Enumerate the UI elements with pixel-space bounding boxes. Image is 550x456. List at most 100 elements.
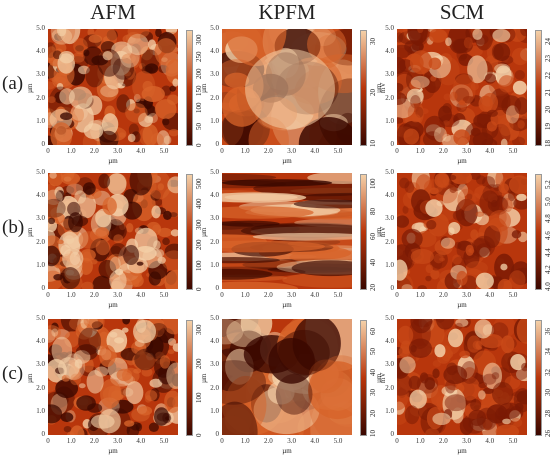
x-tick-label: 4.0	[485, 291, 495, 299]
colorbar	[186, 174, 193, 290]
colorbar-tick-label: 30	[369, 38, 377, 45]
colorbar-tick-label: 250	[195, 51, 203, 63]
y-tick-label: 4.0	[36, 47, 45, 56]
x-tick-label: 3.0	[113, 437, 122, 445]
image-panel-a-scm	[397, 29, 527, 145]
image-panel-b-afm	[48, 173, 178, 289]
x-tick-label: 2.0	[439, 147, 448, 155]
y-tick-label: 5.0	[385, 168, 394, 176]
x-axis-unit: µm	[457, 157, 467, 165]
image-panel-a-kpfm	[222, 29, 352, 145]
y-tick-label: 4.0	[210, 337, 219, 346]
y-tick-label: 1.0	[210, 260, 219, 269]
colorbar-tick-label: 0	[195, 287, 203, 292]
y-tick-label: 4.0	[385, 191, 394, 200]
x-tick-label: 5.0	[159, 437, 169, 445]
y-axis-unit: µm	[375, 83, 383, 93]
x-tick-label: 4.0	[136, 291, 146, 299]
row-label-a: (a)	[2, 73, 24, 94]
colorbar-tick-label: 20	[544, 106, 550, 113]
colorbar-tick-label: 4.4	[544, 248, 550, 257]
colorbar-tick-label: 500	[195, 178, 203, 190]
colorbar-tick-label: 400	[195, 198, 203, 210]
colorbar	[535, 320, 542, 436]
y-tick-label: 5.0	[385, 24, 394, 32]
y-tick-label: 2.0	[385, 237, 394, 246]
y-tick-label: 2.0	[210, 93, 219, 102]
x-tick-label: 1.0	[415, 291, 425, 299]
y-tick-label: 0	[390, 430, 395, 438]
y-tick-label: 2.0	[385, 93, 394, 102]
colorbar-tick-label: 100	[195, 260, 203, 271]
y-tick-label: 1.0	[385, 116, 394, 125]
x-tick-label: 0	[220, 291, 224, 299]
row-label-b: (b)	[2, 217, 25, 238]
x-axis-unit: µm	[108, 157, 118, 165]
y-tick-label: 1.0	[210, 116, 219, 125]
x-tick-label: 3.0	[287, 291, 296, 299]
x-tick-label: 0	[395, 291, 399, 299]
x-tick-label: 1.0	[240, 291, 250, 299]
x-axis-unit: µm	[457, 301, 467, 309]
colorbar-tick-label: 200	[195, 358, 203, 370]
x-tick-label: 4.0	[310, 437, 320, 445]
colorbar-tick-label: 200	[195, 68, 203, 80]
colorbar-tick-label: 28	[544, 409, 550, 417]
colorbar-tick-label: 60	[369, 328, 377, 335]
y-tick-label: 3.0	[210, 70, 219, 79]
y-tick-label: 5.0	[36, 24, 45, 32]
colorbar-tick-label: 80	[369, 207, 377, 215]
x-tick-label: 5.0	[333, 291, 343, 299]
colorbar-tick-label: 100	[195, 102, 203, 114]
x-tick-label: 1.0	[415, 437, 425, 445]
colorbar-tick-label: 20	[369, 409, 377, 417]
y-tick-label: 3.0	[385, 70, 394, 79]
colorbar	[535, 174, 542, 290]
x-tick-label: 3.0	[287, 147, 296, 155]
x-tick-label: 1.0	[66, 437, 76, 445]
colorbar-tick-label: 19	[544, 123, 550, 130]
colorbar-tick-label: 20	[369, 284, 377, 291]
x-tick-label: 2.0	[90, 291, 99, 299]
y-tick-label: 1.0	[385, 406, 394, 415]
x-tick-label: 0	[46, 147, 50, 155]
x-axis-unit: µm	[282, 447, 292, 455]
colorbar-tick-label: 50	[369, 348, 377, 356]
x-tick-label: 0	[46, 291, 50, 299]
colorbar	[186, 30, 193, 146]
x-tick-label: 0	[46, 437, 50, 445]
y-axis-unit: µm	[200, 373, 208, 383]
x-axis-unit: µm	[457, 447, 467, 455]
y-tick-label: 0	[41, 140, 46, 148]
y-tick-label: 2.0	[210, 237, 219, 246]
y-tick-label: 3.0	[210, 360, 219, 369]
image-panel-c-scm	[397, 319, 527, 435]
x-tick-label: 5.0	[508, 147, 518, 155]
y-tick-label: 5.0	[36, 168, 45, 176]
y-axis-unit: µm	[200, 83, 208, 93]
x-tick-label: 0	[395, 437, 399, 445]
x-tick-label: 0	[395, 147, 399, 155]
y-tick-label: 2.0	[385, 383, 394, 392]
x-tick-label: 5.0	[333, 147, 343, 155]
y-tick-label: 0	[215, 430, 220, 438]
image-panel-b-kpfm	[222, 173, 352, 289]
y-tick-label: 1.0	[36, 116, 45, 125]
colorbar-tick-label: 5.2	[544, 180, 550, 189]
y-tick-label: 5.0	[385, 314, 394, 322]
x-tick-label: 5.0	[508, 437, 518, 445]
colorbar-tick-label: 10	[369, 140, 377, 147]
y-tick-label: 1.0	[385, 260, 394, 269]
x-tick-label: 2.0	[264, 147, 273, 155]
colorbar-tick-label: 26	[544, 430, 550, 437]
colorbar	[360, 320, 367, 436]
x-tick-label: 4.0	[485, 147, 495, 155]
x-tick-label: 1.0	[240, 147, 250, 155]
x-tick-label: 3.0	[113, 291, 122, 299]
y-tick-label: 0	[390, 140, 395, 148]
y-tick-label: 0	[215, 140, 220, 148]
y-tick-label: 4.0	[36, 191, 45, 200]
x-tick-label: 3.0	[462, 291, 471, 299]
x-tick-label: 4.0	[136, 147, 146, 155]
y-tick-label: 3.0	[385, 214, 394, 223]
